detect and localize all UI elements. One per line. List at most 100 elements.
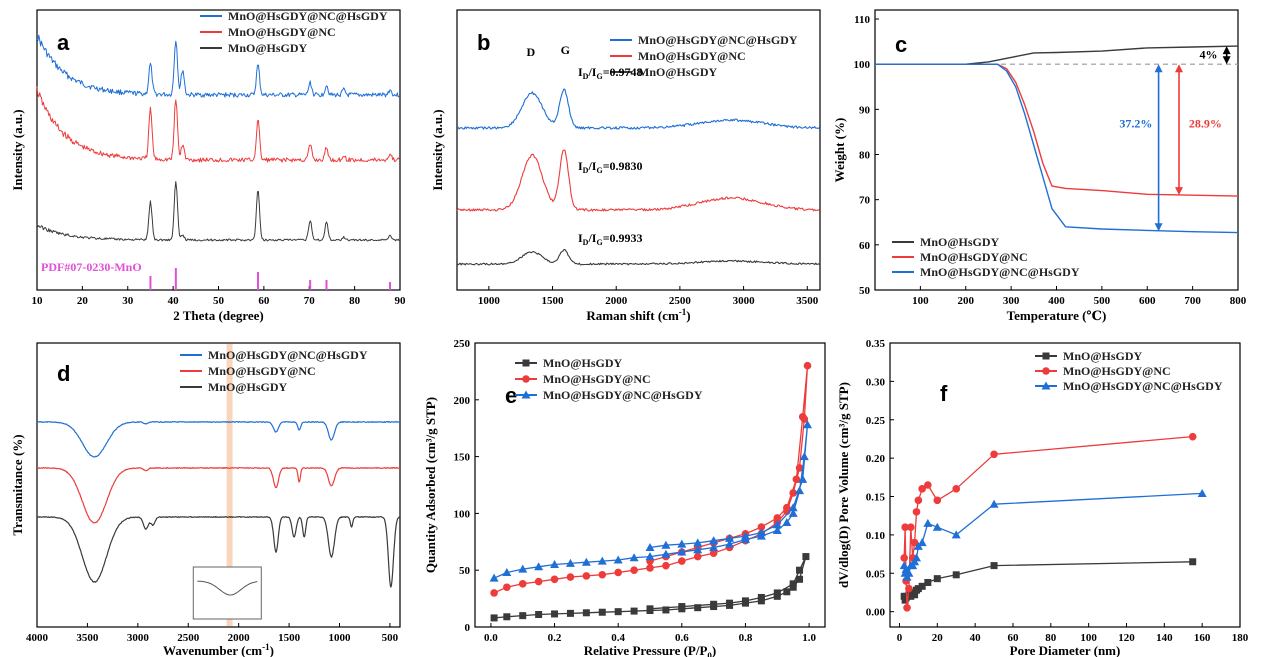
legend-entry: MnO@HsGDY@NC@HsGDY bbox=[1063, 379, 1223, 393]
ftir-curve-1 bbox=[36, 467, 401, 524]
x-tick-label: 0.0 bbox=[484, 632, 498, 644]
bet-point bbox=[783, 588, 791, 596]
legend-marker bbox=[1042, 367, 1050, 375]
x-tick-label: 100 bbox=[912, 295, 929, 307]
x-axis-label: Raman shift (cm-1) bbox=[586, 307, 690, 323]
x-axis-label: 2 Theta (degree) bbox=[173, 308, 264, 323]
x-axis-label-script: -1 bbox=[679, 307, 687, 317]
x-tick-label: 40 bbox=[970, 632, 982, 644]
x-axis-label-end: ) bbox=[712, 643, 716, 657]
plot-frame bbox=[889, 342, 1241, 628]
bjh-point bbox=[918, 582, 926, 590]
inset-box bbox=[192, 566, 262, 620]
bet-point bbox=[772, 525, 782, 534]
x-tick-label: 160 bbox=[1194, 632, 1211, 644]
bjh-point bbox=[900, 554, 908, 562]
bet-point bbox=[726, 599, 734, 607]
bet-point bbox=[518, 564, 528, 573]
bet-point bbox=[789, 580, 797, 588]
bet-point bbox=[725, 533, 735, 542]
x-tick-label: 4000 bbox=[26, 632, 49, 644]
ratio-part: /I bbox=[587, 231, 596, 245]
panel-letter: d bbox=[57, 361, 70, 386]
bet-point bbox=[661, 540, 671, 549]
y-tick-label: 0 bbox=[465, 622, 471, 634]
y-axis-label: Weight (%) bbox=[832, 118, 847, 183]
bjh-point bbox=[914, 496, 923, 505]
ratio-part: G bbox=[596, 72, 602, 81]
bet-point bbox=[630, 566, 638, 574]
plot-frame bbox=[36, 342, 401, 628]
xrd-curve-0 bbox=[36, 34, 400, 98]
bet-point bbox=[581, 557, 591, 566]
chart-panel-c-tga: 100 200 300 400 500 600 700 800 50 60 70 80 90 100 110… bbox=[832, 9, 1247, 323]
x-axis-label-main: Pore Diameter (nm) bbox=[1010, 643, 1121, 657]
ratio-part: I bbox=[578, 65, 583, 79]
chart-panel-b-raman: 1000 1500 2000 2500 3000 3500 b Intensity (a.u.… bbox=[430, 9, 821, 323]
bet-point bbox=[740, 531, 750, 540]
bet-point bbox=[803, 420, 812, 429]
chart-panel-d-ftir: 4000 3500 3000 2500 2000 1500 1000 500 d Transmit… bbox=[10, 342, 401, 657]
x-tick-label: 100 bbox=[1080, 632, 1097, 644]
bet-point bbox=[489, 573, 499, 582]
x-axis-label: Relative Pressure (P/P0) bbox=[584, 643, 717, 657]
x-tick-label: 180 bbox=[1232, 632, 1249, 644]
legend-entry: MnO@HsGDY bbox=[543, 356, 623, 370]
x-tick-label: 3500 bbox=[796, 295, 819, 307]
bet-point bbox=[789, 489, 797, 497]
bjh-point bbox=[911, 591, 919, 599]
bet-point bbox=[798, 413, 807, 421]
bet-point bbox=[534, 562, 544, 571]
x-tick-label: 3000 bbox=[733, 295, 756, 307]
bjh-point bbox=[918, 485, 926, 493]
bet-point bbox=[693, 552, 702, 561]
bet-point bbox=[796, 575, 804, 583]
bet-point bbox=[614, 568, 622, 577]
y-tick-label: 0.25 bbox=[866, 415, 886, 427]
id-ig-ratio: ID/IG=0.9748 bbox=[578, 65, 643, 81]
inset-curve bbox=[197, 580, 258, 596]
x-tick-label: 0.4 bbox=[611, 632, 625, 644]
x-tick-label: 2500 bbox=[669, 295, 692, 307]
legend-entry: MnO@HsGDY@NC bbox=[228, 25, 336, 39]
bet-point bbox=[566, 609, 574, 617]
bet-point bbox=[661, 549, 671, 558]
bet-point bbox=[502, 567, 512, 576]
bet-point bbox=[629, 553, 639, 562]
xrd-curve-1 bbox=[36, 86, 400, 163]
legend-entry: MnO@HsGDY bbox=[638, 65, 718, 79]
bet-point bbox=[773, 589, 781, 597]
bet-point bbox=[678, 603, 686, 611]
gain-arrow-head-bottom bbox=[1222, 56, 1231, 65]
bet-point bbox=[741, 597, 749, 605]
highlight-band bbox=[226, 344, 233, 626]
bjh-point bbox=[905, 584, 913, 593]
ratio-part: D bbox=[583, 238, 589, 247]
x-tick-label: 60 bbox=[1007, 632, 1019, 644]
bet-point bbox=[725, 539, 735, 548]
bjh-point bbox=[914, 585, 922, 593]
bjh-point bbox=[1188, 432, 1197, 441]
y-tick-label: 70 bbox=[859, 195, 871, 207]
legend-marker bbox=[522, 375, 530, 383]
bjh-point bbox=[951, 530, 961, 539]
bjh-point bbox=[989, 499, 999, 508]
bet-point bbox=[757, 523, 766, 531]
x-tick-label: 120 bbox=[1118, 632, 1135, 644]
x-tick-label: 400 bbox=[1048, 295, 1065, 307]
x-tick-label: 140 bbox=[1156, 632, 1173, 644]
y-tick-label: 110 bbox=[854, 14, 870, 26]
x-tick-label: 200 bbox=[958, 295, 975, 307]
legend-entry: MnO@HsGDY@NC@HsGDY bbox=[208, 348, 368, 362]
bet-point bbox=[710, 600, 718, 608]
ratio-part: =0.9933 bbox=[603, 231, 643, 245]
legend-entry: MnO@HsGDY@NC@HsGDY bbox=[228, 9, 388, 23]
raman-curve-0 bbox=[456, 88, 821, 130]
y-tick-label: 100 bbox=[854, 59, 871, 71]
bjh-point bbox=[910, 538, 919, 547]
y-tick-label: 50 bbox=[859, 285, 871, 297]
y-tick-label: 0.30 bbox=[866, 376, 886, 388]
legend-entry: MnO@HsGDY@NC bbox=[208, 364, 316, 378]
ratio-part: G bbox=[596, 166, 602, 175]
x-tick-label: 0.6 bbox=[675, 632, 689, 644]
